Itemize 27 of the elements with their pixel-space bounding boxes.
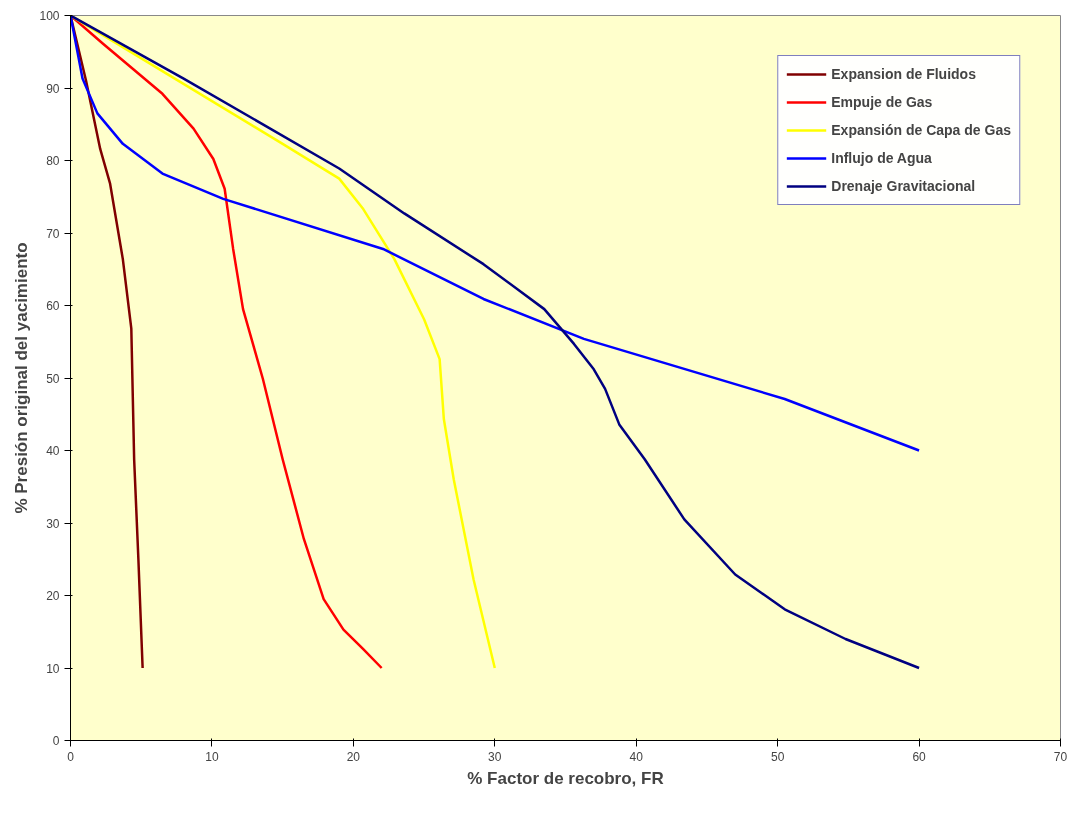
- x-axis-title: % Factor de recobro, FR: [467, 768, 664, 788]
- y-axis-title: % Presión original del yacimiento: [12, 242, 32, 514]
- x-tick-label: 60: [912, 749, 927, 764]
- legend-label: Expansion de Fluidos: [831, 66, 976, 82]
- y-tick-label: 80: [46, 154, 60, 168]
- y-tick-label: 0: [52, 734, 60, 748]
- x-tick-label: 20: [346, 749, 361, 764]
- y-tick-label: 70: [46, 226, 60, 241]
- y-tick-label: 30: [46, 516, 60, 531]
- x-tick-label: 30: [488, 749, 502, 764]
- y-tick-label: 20: [46, 589, 60, 603]
- legend-label: Drenaje Gravitacional: [831, 178, 976, 194]
- legend-label: Empuje de Gas: [831, 94, 933, 110]
- y-tick-label: 60: [46, 299, 60, 313]
- x-tick-label: 40: [629, 749, 644, 764]
- y-tick-label: 40: [46, 444, 60, 458]
- legend-label: Influjo de Agua: [831, 150, 932, 166]
- x-tick-label: 10: [205, 749, 219, 764]
- y-tick-label: 10: [46, 661, 60, 676]
- y-tick-label: 90: [46, 81, 60, 96]
- x-tick-label: 70: [1053, 749, 1068, 764]
- legend-label: Expansión de Capa de Gas: [831, 122, 1011, 138]
- x-tick-label: 0: [67, 749, 75, 764]
- y-tick-label: 50: [46, 371, 60, 386]
- x-tick-label: 50: [770, 749, 785, 764]
- line-series: [70, 15, 383, 670]
- y-tick-label: 100: [39, 9, 60, 23]
